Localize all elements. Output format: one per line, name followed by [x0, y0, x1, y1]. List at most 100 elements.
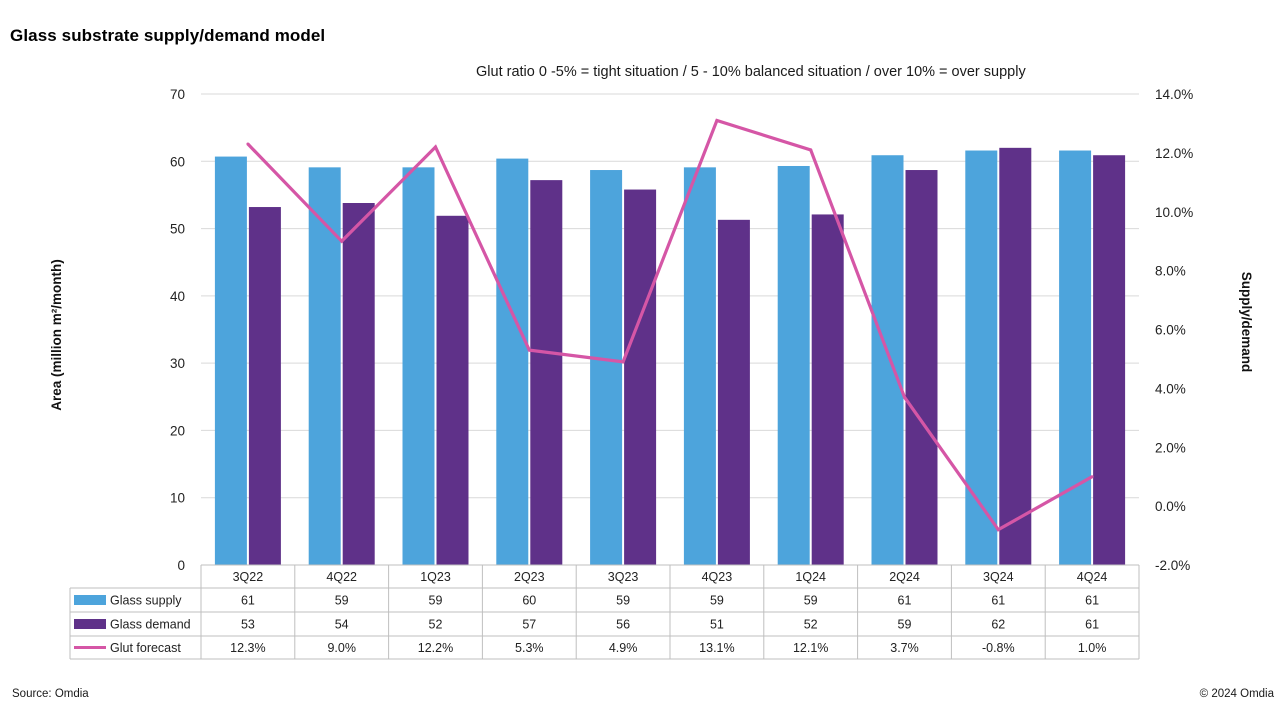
y2-tick-label: 10.0%	[1155, 205, 1193, 220]
table-cell: 59	[898, 618, 912, 632]
y2-tick-label: 6.0%	[1155, 323, 1186, 338]
y2-tick-label: 2.0%	[1155, 440, 1186, 455]
table-cell: 59	[710, 594, 724, 608]
glut-forecast-point	[246, 142, 250, 146]
y2-tick-label: 12.0%	[1155, 146, 1193, 161]
x-tick-label: 3Q22	[233, 570, 264, 584]
y-tick-label: 0	[177, 558, 185, 573]
x-tick-label: 4Q22	[326, 570, 357, 584]
bar-glass-supply	[214, 156, 247, 565]
y2-axis-title: Supply/demand	[1239, 272, 1254, 373]
table-cell: 5.3%	[515, 641, 544, 655]
glut-forecast-point	[434, 145, 437, 149]
x-tick-label: 1Q24	[795, 570, 826, 584]
y2-tick-label: 14.0%	[1155, 87, 1193, 102]
legend-swatch-demand	[74, 619, 106, 629]
glut-ratio-note: Glut ratio 0 -5% = tight situation / 5 -…	[476, 64, 1026, 80]
x-tick-label: 4Q24	[1077, 570, 1108, 584]
table-cell: 59	[616, 594, 630, 608]
table-cell: 62	[991, 618, 1005, 632]
bar-glass-supply	[683, 167, 716, 565]
data-table: 3Q22 4Q22 1Q23 2Q23 3Q23 4Q23 1Q24 2Q24 3Q24 4Q24…	[69, 565, 1140, 660]
glut-forecast-point	[996, 528, 1000, 532]
bar-glass-demand	[717, 219, 750, 565]
table-cell: 60	[522, 594, 536, 608]
table-cell: 61	[1085, 618, 1099, 632]
glut-forecast-point	[527, 348, 531, 352]
y-tick-label: 60	[170, 154, 185, 169]
x-tick-label: 2Q24	[889, 570, 920, 584]
legend-label: Glut forecast	[110, 641, 181, 655]
y2-tick-label: -2.0%	[1155, 558, 1190, 573]
table-cell: 9.0%	[327, 641, 356, 655]
y-tick-label: 20	[170, 423, 185, 438]
x-tick-label: 3Q23	[608, 570, 639, 584]
y-tick-label: 30	[170, 356, 185, 371]
table-cell: 61	[898, 594, 912, 608]
glut-forecast-line-group	[246, 118, 1094, 532]
bar-glass-demand	[530, 180, 563, 565]
glut-forecast-point	[340, 239, 344, 243]
x-tick-label: 3Q24	[983, 570, 1014, 584]
legend-label: Glass demand	[110, 618, 191, 632]
y2-tick-label: 0.0%	[1155, 499, 1186, 514]
table-cell: 12.2%	[418, 641, 453, 655]
source-note: Source: Omdia	[12, 688, 89, 700]
bar-glass-supply	[871, 155, 904, 566]
bar-glass-demand	[905, 170, 938, 566]
bar-glass-demand	[248, 207, 281, 566]
table-cell: 52	[429, 618, 443, 632]
legend-swatch-supply	[74, 595, 106, 605]
table-cell: 54	[335, 618, 349, 632]
glut-forecast-point	[621, 360, 625, 364]
y2-tick-label: 8.0%	[1155, 264, 1186, 279]
table-cell: 53	[241, 618, 255, 632]
bar-glass-demand	[624, 189, 657, 565]
bar-glass-supply	[1059, 150, 1092, 565]
bar-glass-supply	[496, 158, 529, 565]
glut-forecast-point	[715, 118, 719, 122]
table-cell: 61	[1085, 594, 1099, 608]
y2-tick-label: 4.0%	[1155, 381, 1186, 396]
table-cell: 59	[335, 594, 349, 608]
x-tick-label: 4Q23	[702, 570, 733, 584]
table-cell: 59	[429, 594, 443, 608]
table-cell: 4.9%	[609, 641, 638, 655]
y-tick-label: 10	[170, 491, 185, 506]
bar-glass-demand	[436, 215, 469, 565]
bar-glass-demand	[342, 203, 375, 565]
bar-glass-supply	[590, 170, 623, 566]
table-cell: -0.8%	[982, 641, 1015, 655]
copyright-note: © 2024 Omdia	[1199, 688, 1274, 700]
bars	[214, 147, 1126, 566]
gridlines	[201, 93, 1139, 499]
x-tick-label: 1Q23	[420, 570, 451, 584]
table-cell: 52	[804, 618, 818, 632]
legend-label: Glass supply	[110, 594, 182, 608]
bar-glass-supply	[402, 167, 435, 565]
table-cell: 13.1%	[699, 641, 734, 655]
x-tick-label: 2Q23	[514, 570, 545, 584]
table-cell: 61	[991, 594, 1005, 608]
glut-forecast-point	[903, 395, 906, 399]
chart-title: Glass substrate supply/demand model	[10, 26, 326, 45]
table-cell: 12.3%	[230, 641, 265, 655]
table-cell: 59	[804, 594, 818, 608]
y-axis-title: Area (million m²/month)	[49, 259, 64, 411]
table-cell: 61	[241, 594, 255, 608]
glut-forecast-point	[809, 148, 813, 152]
y-tick-label: 70	[170, 87, 185, 102]
y-tick-label: 50	[170, 222, 185, 237]
table-cell: 57	[522, 618, 536, 632]
bar-glass-supply	[777, 165, 810, 565]
glut-forecast-point	[1090, 475, 1094, 479]
bar-glass-supply	[308, 167, 341, 565]
table-cell: 3.7%	[890, 641, 919, 655]
y-tick-label: 40	[170, 289, 185, 304]
table-cell: 51	[710, 618, 724, 632]
table-cell: 56	[616, 618, 630, 632]
glut-forecast-line	[246, 118, 1093, 532]
table-cell: 1.0%	[1078, 641, 1107, 655]
bar-glass-demand	[1093, 155, 1126, 566]
